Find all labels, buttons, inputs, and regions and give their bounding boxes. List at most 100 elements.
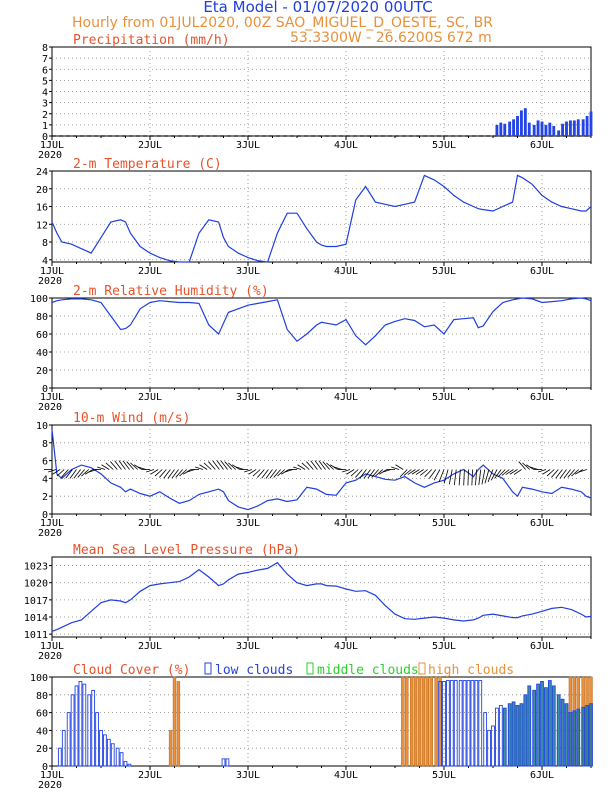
low-cloud-bar — [511, 701, 516, 767]
high-cloud-bar — [421, 676, 426, 767]
wind-barb — [567, 469, 575, 478]
panel-rh: 0 20 40 60 80 100 1JUL 2JUL 3JUL 4JUL 5JUL 6JUL 2020… — [30, 284, 592, 413]
wind-barb — [212, 460, 220, 470]
precip-bar — [503, 123, 507, 136]
wind-barb — [371, 469, 379, 478]
precip-bar — [585, 115, 589, 136]
y-tick-label: 80 — [36, 312, 48, 323]
wind-barb — [478, 469, 482, 486]
wind-barb — [382, 469, 392, 473]
low-cloud-bar — [225, 758, 230, 767]
wind-barb — [342, 469, 351, 473]
precip-bar — [589, 111, 593, 136]
x-tick-label: 4JUL — [334, 392, 358, 403]
wind-barb — [310, 460, 318, 470]
x-tick-label: 6JUL — [530, 140, 554, 151]
wind-barb — [265, 469, 273, 479]
wind-barb — [346, 469, 355, 475]
x-tick-label: 5JUL — [432, 770, 456, 781]
high-cloud-bar — [434, 676, 438, 767]
wind-barb — [97, 466, 106, 470]
low-cloud-bar — [449, 680, 454, 767]
wind-barb — [208, 461, 216, 470]
wind-barb — [252, 469, 261, 477]
wind-barb — [463, 469, 465, 486]
panel-title: Mean Sea Level Pressure (hPa) — [73, 543, 300, 558]
wind-barb — [101, 464, 110, 470]
low-cloud-bar — [466, 680, 471, 767]
wind-barb — [199, 464, 208, 470]
series-line — [51, 174, 592, 263]
low-cloud-bar — [66, 712, 71, 767]
wind-barb — [88, 469, 98, 473]
y-tick-label: 0 — [42, 762, 48, 773]
wind-barb — [56, 469, 65, 477]
x-tick-label: 4JUL — [334, 770, 358, 781]
y-tick-label: 4 — [42, 256, 48, 267]
wind-barb — [244, 469, 253, 473]
low-cloud-bar — [523, 694, 528, 767]
precip-bar — [568, 120, 572, 136]
panel-wind: 0 2 4 6 8 10 1JUL 2JUL 3JUL 4JUL 5JUL 6JUL 2020 10-m … — [36, 411, 592, 539]
low-cloud-bar — [589, 703, 593, 767]
low-cloud-bar — [91, 689, 96, 767]
y-tick-label: 1014 — [24, 613, 48, 624]
wind-barb — [518, 461, 526, 470]
x-tick-label: 1JUL — [40, 518, 64, 529]
wind-barb — [248, 469, 257, 475]
x-year-label: 2020 — [38, 651, 62, 662]
low-cloud-bar — [438, 681, 442, 767]
wind-barb — [363, 469, 371, 479]
wind-barb — [171, 469, 179, 479]
wind-barb — [293, 466, 302, 470]
wind-barb — [443, 469, 449, 484]
y-tick-label: 60 — [36, 709, 48, 720]
precip-bar — [544, 124, 548, 136]
high-cloud-bar — [176, 681, 181, 767]
wind-barb — [555, 469, 563, 479]
low-cloud-bar — [519, 703, 524, 767]
low-cloud-bar — [61, 729, 66, 767]
x-tick-label: 4JUL — [334, 140, 358, 151]
wind-barb — [355, 469, 363, 478]
wind-barb — [487, 469, 494, 483]
wind-barb — [69, 469, 77, 479]
wind-barb — [551, 469, 559, 478]
wind-barb — [509, 469, 518, 475]
precip-bar — [572, 120, 576, 136]
low-cloud-bar — [507, 703, 512, 767]
low-cloud-bar — [560, 698, 565, 767]
wind-barb — [203, 462, 212, 470]
low-cloud-bar — [572, 710, 577, 767]
wind-barb — [505, 469, 514, 475]
wind-barb — [542, 469, 551, 475]
y-tick-label: 20 — [36, 185, 48, 196]
y-tick-label: 8 — [42, 439, 48, 450]
precip-bar — [532, 124, 536, 136]
wind-barb — [284, 469, 294, 473]
wind-barb — [428, 469, 437, 479]
wind-barb — [224, 461, 232, 470]
x-tick-label: 6JUL — [530, 770, 554, 781]
low-cloud-bar — [556, 694, 561, 767]
low-cloud-bar — [491, 725, 495, 767]
wind-barb — [118, 460, 126, 470]
wind-barb — [467, 469, 469, 486]
x-tick-label: 6JUL — [530, 641, 554, 652]
precip-bar — [576, 119, 580, 136]
chart-title: Eta Model - 01/07/2020 00UTC — [203, 0, 432, 16]
low-cloud-bar — [103, 734, 107, 767]
low-cloud-bar — [581, 706, 586, 767]
wind-barb — [48, 469, 57, 473]
series-line — [51, 429, 592, 511]
y-tick-label: 8 — [42, 43, 48, 54]
panel-mslp: 1011 1014 1017 1020 1023 1JUL 2JUL 3JUL 4JUL 5JUL… — [24, 543, 592, 662]
low-cloud-bar — [527, 685, 532, 767]
legend-swatch-high — [418, 662, 426, 675]
x-year-label: 2020 — [38, 780, 62, 791]
x-tick-label: 3JUL — [236, 641, 260, 652]
low-cloud-bar — [487, 729, 491, 767]
x-tick-label: 1JUL — [40, 392, 64, 403]
legend-high-clouds: high clouds — [428, 663, 514, 678]
wind-barb — [220, 460, 228, 470]
